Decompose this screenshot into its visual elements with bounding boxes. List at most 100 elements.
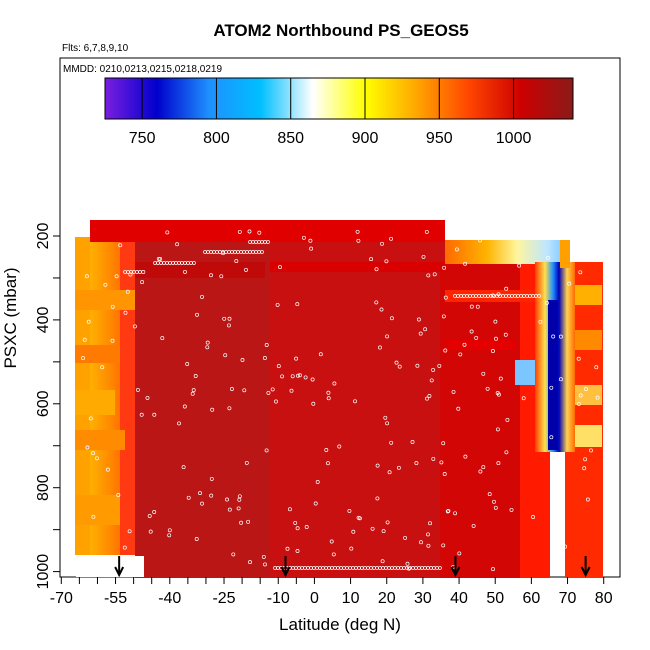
observation-marker [357, 516, 362, 521]
observation-marker [381, 529, 386, 534]
observation-marker [445, 509, 450, 514]
observation-marker [517, 263, 522, 268]
observation-marker [443, 348, 448, 353]
observation-marker [416, 317, 421, 322]
observation-marker [138, 270, 142, 274]
colorbar-tick-label: 850 [277, 130, 304, 147]
latitude-arrow [114, 556, 125, 578]
observation-marker [356, 238, 361, 243]
observation-marker [225, 497, 229, 502]
stripe-1 [75, 290, 135, 310]
region-jet-core [548, 300, 558, 450]
observation-marker [158, 256, 163, 261]
observation-marker [295, 302, 300, 307]
observation-marker [229, 387, 234, 391]
observation-marker [549, 385, 554, 390]
observation-marker [378, 345, 382, 350]
observation-marker [264, 343, 269, 347]
observation-marker [264, 448, 269, 453]
x-tick-label: 30 [414, 590, 432, 607]
observation-marker [242, 388, 247, 393]
region-southern-midlat [135, 240, 275, 578]
observation-marker [478, 238, 483, 243]
observation-marker [439, 460, 444, 465]
observation-marker [389, 440, 394, 445]
observation-marker [509, 507, 514, 512]
observation-marker [496, 461, 501, 466]
observation-marker [223, 353, 228, 358]
observation-marker [491, 567, 495, 572]
observation-marker [578, 270, 583, 275]
stripe-8 [575, 330, 602, 350]
observation-marker [471, 523, 476, 528]
observation-marker [313, 501, 318, 506]
observation-marker [167, 528, 172, 533]
x-tick-label: 20 [378, 590, 396, 607]
observation-markers [81, 229, 600, 572]
observation-marker [244, 267, 248, 272]
no-data-region [76, 556, 144, 577]
observation-marker [262, 356, 267, 360]
observation-marker [234, 259, 239, 264]
observation-marker [190, 391, 195, 396]
observation-marker [165, 230, 170, 235]
colorbar-tick-label: 750 [129, 130, 156, 147]
observation-marker [91, 451, 96, 456]
observation-marker [263, 562, 267, 567]
colorbar-tick-label: 900 [352, 130, 379, 147]
observation-marker [185, 362, 190, 366]
observation-marker [418, 331, 423, 336]
observation-marker [219, 274, 224, 279]
observation-marker [425, 396, 429, 401]
observation-marker [355, 229, 360, 234]
observation-marker [487, 492, 492, 497]
observation-marker [403, 535, 408, 540]
observation-marker [504, 286, 509, 291]
observation-marker [428, 521, 432, 526]
observation-marker [308, 238, 313, 243]
observation-marker [128, 272, 133, 277]
observation-marker [493, 319, 498, 324]
observation-marker [248, 560, 252, 565]
observation-marker [227, 316, 232, 321]
latitude-arrows [114, 556, 591, 578]
observation-marker [186, 495, 191, 500]
colorbar-tick-label: 1000 [496, 130, 532, 147]
observation-marker [583, 387, 588, 391]
stripe-7 [575, 285, 602, 305]
stripe-10 [575, 425, 602, 447]
dates-label: MMDD: 0210,0213,0215,0218,0219 [63, 64, 222, 75]
observation-marker [81, 356, 85, 361]
observation-marker [318, 352, 323, 357]
observation-marker [274, 399, 278, 404]
observation-marker [86, 319, 91, 324]
observation-marker [257, 230, 262, 235]
observation-marker [458, 352, 463, 357]
observation-marker [380, 241, 384, 246]
observation-marker [140, 280, 145, 285]
observation-marker [498, 376, 503, 381]
y-tick-label: 600 [35, 390, 52, 417]
observation-marker [326, 461, 330, 466]
observation-marker [423, 327, 428, 332]
observation-marker [280, 374, 285, 379]
observation-marker [431, 367, 436, 372]
observation-marker [414, 461, 419, 466]
observation-marker [247, 229, 252, 234]
observation-marker [531, 515, 536, 519]
observation-marker [246, 519, 251, 524]
observation-marker [209, 476, 214, 481]
stripe-5 [75, 495, 120, 525]
observation-marker [426, 273, 431, 278]
observation-marker [442, 472, 447, 476]
observation-marker [469, 304, 474, 309]
observation-marker [495, 427, 500, 432]
observation-marker [331, 552, 336, 557]
observation-marker [222, 316, 227, 321]
observation-marker [209, 493, 214, 498]
observation-marker [415, 363, 420, 368]
observation-marker [493, 505, 498, 510]
observation-marker [551, 481, 556, 486]
observation-marker [125, 289, 130, 294]
stripe-6 [445, 290, 535, 302]
